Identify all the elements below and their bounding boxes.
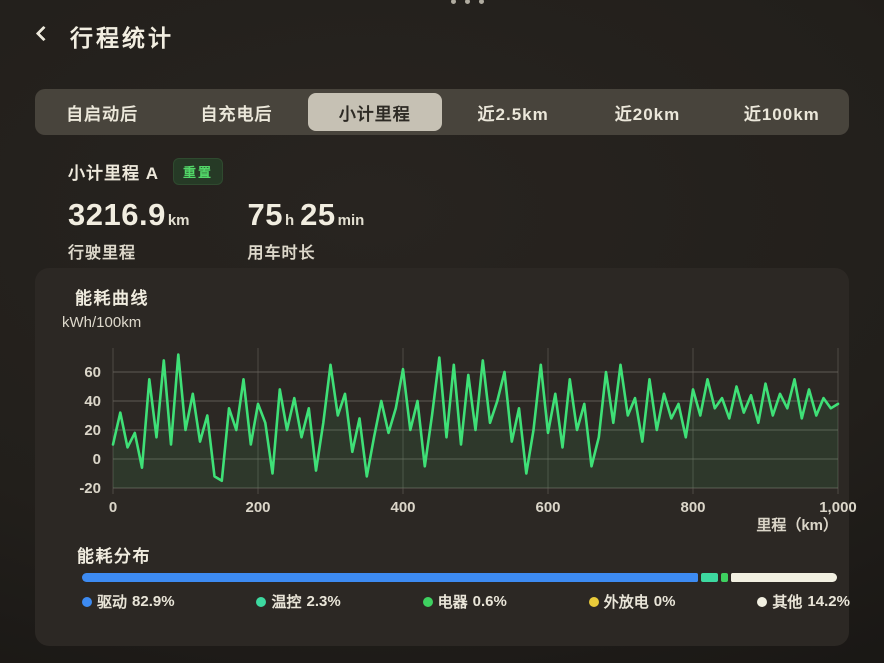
- duration-stat: 75 h 25 min 用车时长: [248, 197, 365, 263]
- page-indicator-dots: [451, 0, 484, 4]
- back-button[interactable]: [30, 22, 56, 48]
- energy-distribution-bar: [82, 573, 837, 582]
- x-tick-label: 200: [245, 499, 270, 516]
- tab-since-startup[interactable]: 自启动后: [66, 104, 139, 124]
- distribution-segment: [82, 573, 699, 582]
- x-tick-label: 1,000: [819, 499, 857, 516]
- page-title: 行程统计: [70, 25, 174, 51]
- y-tick-label: 0: [93, 451, 101, 468]
- legend-item-other: 其他 14.2%: [757, 591, 850, 612]
- other-dot-icon: [757, 596, 768, 607]
- drive-dot-icon: [82, 596, 92, 607]
- legend-label: 温控: [271, 594, 302, 611]
- legend-pct: 0.6%: [472, 593, 507, 610]
- distribution-segment: [721, 573, 729, 582]
- energy-distribution-legend: 驱动 82.9% 温控 2.3% 电器 0.6% 外放电 0% 其他 1: [82, 591, 850, 612]
- legend-item-external-power: 外放电 0%: [588, 591, 676, 612]
- tab-last-100km[interactable]: 近100km: [743, 104, 820, 124]
- trip-tab-bar: 自启动后 自充电后 小计里程 近2.5km 近20km 近100km: [35, 89, 849, 135]
- x-tick-label: 400: [390, 499, 415, 516]
- distribution-segment: [731, 573, 837, 582]
- trip-meter-name: 小计里程 A: [68, 164, 159, 183]
- legend-pct: 82.9%: [132, 593, 175, 610]
- duration-label: 用车时长: [247, 245, 316, 262]
- duration-minutes-unit: min: [337, 212, 365, 229]
- appliance-dot-icon: [422, 596, 433, 607]
- legend-item-climate: 温控 2.3%: [256, 591, 341, 612]
- legend-label: 其他: [772, 594, 803, 611]
- y-tick-label: 20: [84, 422, 101, 439]
- back-chevron-icon: [35, 25, 52, 42]
- x-axis-label: 里程（km）: [756, 516, 838, 534]
- energy-curve-title: 能耗曲线: [75, 289, 149, 308]
- tab-since-charge[interactable]: 自充电后: [200, 104, 273, 124]
- trip-summary: 小计里程 A 重置 3216.9 km 行驶里程 75 h 25 min 用车时…: [68, 158, 364, 263]
- x-tick-label: 600: [535, 499, 560, 516]
- legend-pct: 0%: [653, 593, 676, 610]
- tab-last-2-5km[interactable]: 近2.5km: [477, 104, 549, 124]
- energy-distribution-title: 能耗分布: [77, 547, 151, 566]
- legend-pct: 2.3%: [306, 593, 341, 610]
- distance-stat: 3216.9 km 行驶里程: [68, 197, 190, 263]
- reset-button[interactable]: 重置: [173, 158, 224, 185]
- y-tick-label: 60: [84, 364, 101, 381]
- distance-label: 行驶里程: [68, 245, 137, 262]
- curve-area-fill: [113, 354, 838, 488]
- legend-label: 电器: [437, 594, 468, 611]
- duration-hours-unit: h: [285, 212, 295, 229]
- x-tick-label: 0: [109, 499, 117, 516]
- x-tick-label: 800: [680, 499, 705, 516]
- tab-last-20km[interactable]: 近20km: [614, 104, 681, 124]
- energy-card: 能耗曲线 kWh/100km 0 200 400 600 800 1,000 60 40 20 0…: [35, 268, 857, 646]
- distance-unit: km: [167, 212, 190, 229]
- distance-value: 3216.9: [68, 197, 166, 232]
- distribution-segment: [701, 573, 719, 582]
- legend-label: 外放电: [603, 594, 649, 611]
- y-tick-label: -20: [79, 480, 101, 497]
- duration-hours: 75: [247, 197, 283, 232]
- legend-label: 驱动: [97, 594, 128, 611]
- legend-item-appliance: 电器 0.6%: [422, 591, 507, 612]
- climate-dot-icon: [256, 596, 267, 607]
- tab-trip-meter[interactable]: 小计里程: [307, 93, 442, 131]
- duration-minutes: 25: [300, 197, 336, 232]
- legend-pct: 14.2%: [807, 593, 850, 610]
- energy-curve-line: [111, 353, 840, 483]
- legend-item-drive: 驱动 82.9%: [82, 591, 175, 612]
- external-power-dot-icon: [588, 596, 599, 607]
- y-tick-label: 40: [84, 393, 101, 410]
- energy-curve-unit: kWh/100km: [62, 314, 142, 331]
